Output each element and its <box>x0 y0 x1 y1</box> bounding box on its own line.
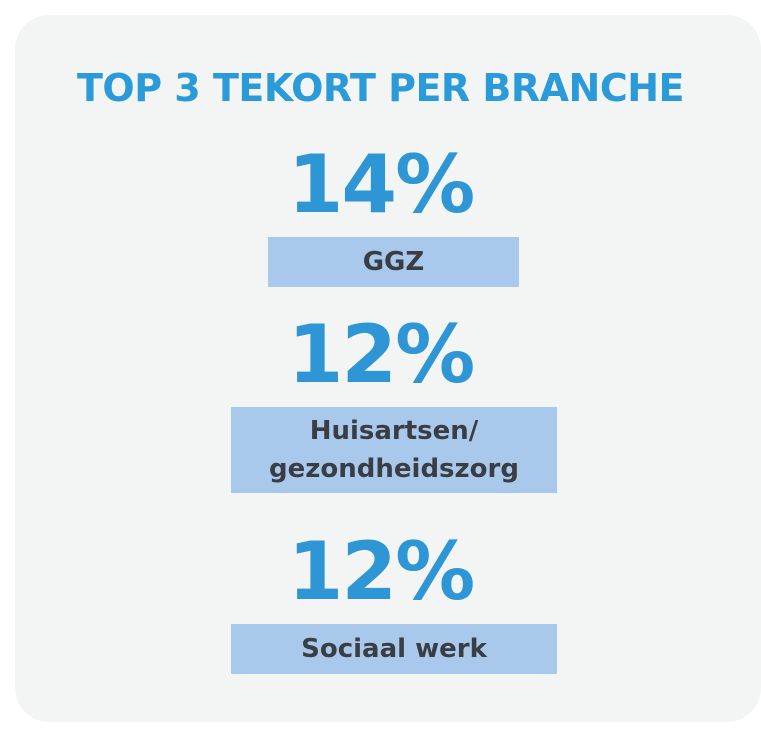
label-box: Huisartsen/gezondheidszorg <box>231 407 557 493</box>
label-line: Huisartsen/ <box>309 416 479 446</box>
card <box>15 15 761 722</box>
label-line: Sociaal werk <box>301 634 487 664</box>
percentage: 14% <box>287 138 475 231</box>
percentage: 12% <box>287 525 475 618</box>
label-box: Sociaal werk <box>231 624 557 674</box>
percentage: 12% <box>287 308 475 401</box>
label-line: gezondheidszorg <box>269 454 519 484</box>
label-box: GGZ <box>268 237 519 287</box>
label-line: GGZ <box>362 247 425 277</box>
title: TOP 3 TEKORT PER BRANCHE <box>77 66 684 110</box>
